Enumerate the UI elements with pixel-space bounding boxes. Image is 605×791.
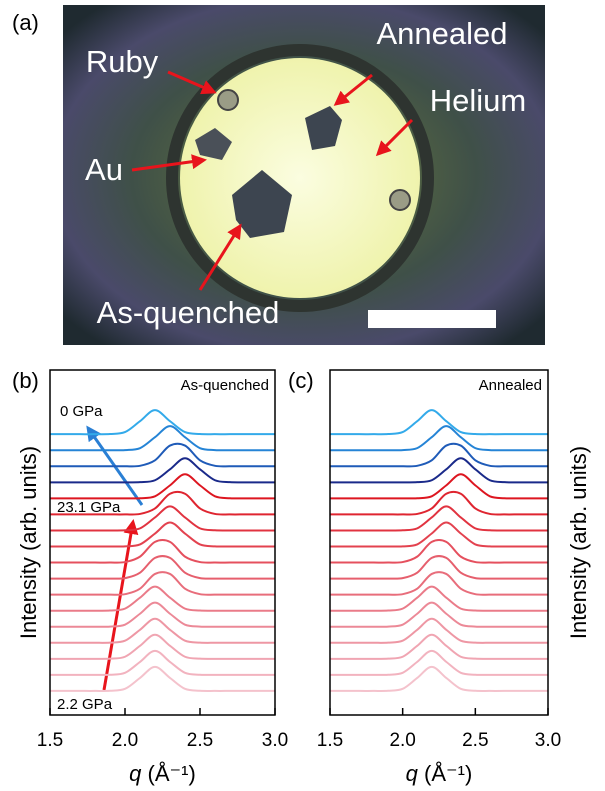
x-tick-label: 3.0 <box>535 730 561 751</box>
y-axis-label: Intensity (arb. units) <box>16 446 41 639</box>
annealed-sample <box>305 106 342 150</box>
spectrum-line <box>50 617 275 644</box>
photo-arrows <box>131 70 414 291</box>
plot-frame <box>49 369 276 716</box>
spectrum-line <box>49 490 275 516</box>
photo-label: Ruby <box>86 44 159 79</box>
spectrum-line <box>329 425 548 452</box>
photo-label: Helium <box>430 83 526 118</box>
pressure-label: 0 GPa <box>60 403 103 420</box>
spectrum-line <box>49 601 275 628</box>
panel-label: (b) <box>12 368 39 393</box>
x-tick-label: 2.0 <box>389 730 415 751</box>
scale-bar <box>368 310 496 328</box>
photo: (a) Ruby Annealed Helium Au As-quenched <box>12 5 545 345</box>
ruby <box>389 189 411 211</box>
au-flake <box>195 128 232 160</box>
x-tick-label: 3.0 <box>262 730 288 751</box>
spectrum-line <box>50 457 275 484</box>
x-axis-symbol: q <box>129 761 142 786</box>
x-axis-label: q (Å⁻¹) <box>129 761 196 786</box>
spectrum-line <box>330 649 548 676</box>
pressure-label: 2.2 GPa <box>57 696 113 713</box>
x-tick-label: 2.5 <box>187 730 213 751</box>
spectrum-line <box>50 665 275 692</box>
x-tick-label: 2.0 <box>112 730 138 751</box>
spectrum-line <box>330 473 548 500</box>
pressure-label: 23.1 GPa <box>57 499 121 516</box>
photo-label: As-quenched <box>97 295 280 330</box>
panel-label: (a) <box>12 10 39 35</box>
spectrum-line <box>330 442 548 468</box>
plot-frame <box>329 369 549 716</box>
spectrum-line <box>329 601 548 628</box>
panel-title: As-quenched <box>181 377 269 394</box>
spectrum-line <box>50 409 275 436</box>
spectrum-line <box>329 571 548 596</box>
x-tick-label: 2.5 <box>462 730 488 751</box>
spectrum-line <box>330 585 548 612</box>
spectrum-line <box>330 457 548 484</box>
spectrum-line <box>50 442 275 468</box>
spectrum-line <box>49 425 275 452</box>
spectrum-line <box>330 617 548 644</box>
x-axis-unit: (Å⁻¹) <box>148 761 196 786</box>
photo-label: Annealed <box>376 16 507 51</box>
x-tick-label: 1.5 <box>37 730 63 751</box>
spectrum-line <box>329 490 548 516</box>
compression-arrow <box>102 519 139 691</box>
panel-title: Annealed <box>479 377 542 394</box>
y-axis-label: Intensity (arb. units) <box>566 446 591 639</box>
x-axis-unit: (Å⁻¹) <box>424 761 472 786</box>
spectrum-line <box>49 571 275 596</box>
x-tick-label: 1.5 <box>317 730 343 751</box>
spectrum-line <box>330 539 548 564</box>
spectrum-line <box>50 649 275 676</box>
panel-label: (c) <box>288 368 314 393</box>
spectrum-line <box>330 555 548 580</box>
spectrum-line <box>49 633 275 660</box>
gasket-ring <box>166 44 434 312</box>
spectrum-line <box>50 505 275 532</box>
spectrum-line <box>330 665 548 692</box>
spectrum-line <box>50 473 275 500</box>
spectrum-line <box>50 539 275 564</box>
photo-label: Au <box>85 152 123 187</box>
spectrum-line <box>330 505 548 532</box>
x-axis-label: q (Å⁻¹) <box>406 761 473 786</box>
spectrum-line <box>50 585 275 612</box>
as-quenched-sample <box>232 170 292 238</box>
spectrum-line <box>50 555 275 580</box>
spectrum-line <box>329 521 548 548</box>
x-axis-symbol: q <box>406 761 419 786</box>
spectrum-line <box>329 633 548 660</box>
spectrum-line <box>49 521 275 548</box>
ruby <box>217 89 239 111</box>
spectrum-line <box>330 409 548 436</box>
